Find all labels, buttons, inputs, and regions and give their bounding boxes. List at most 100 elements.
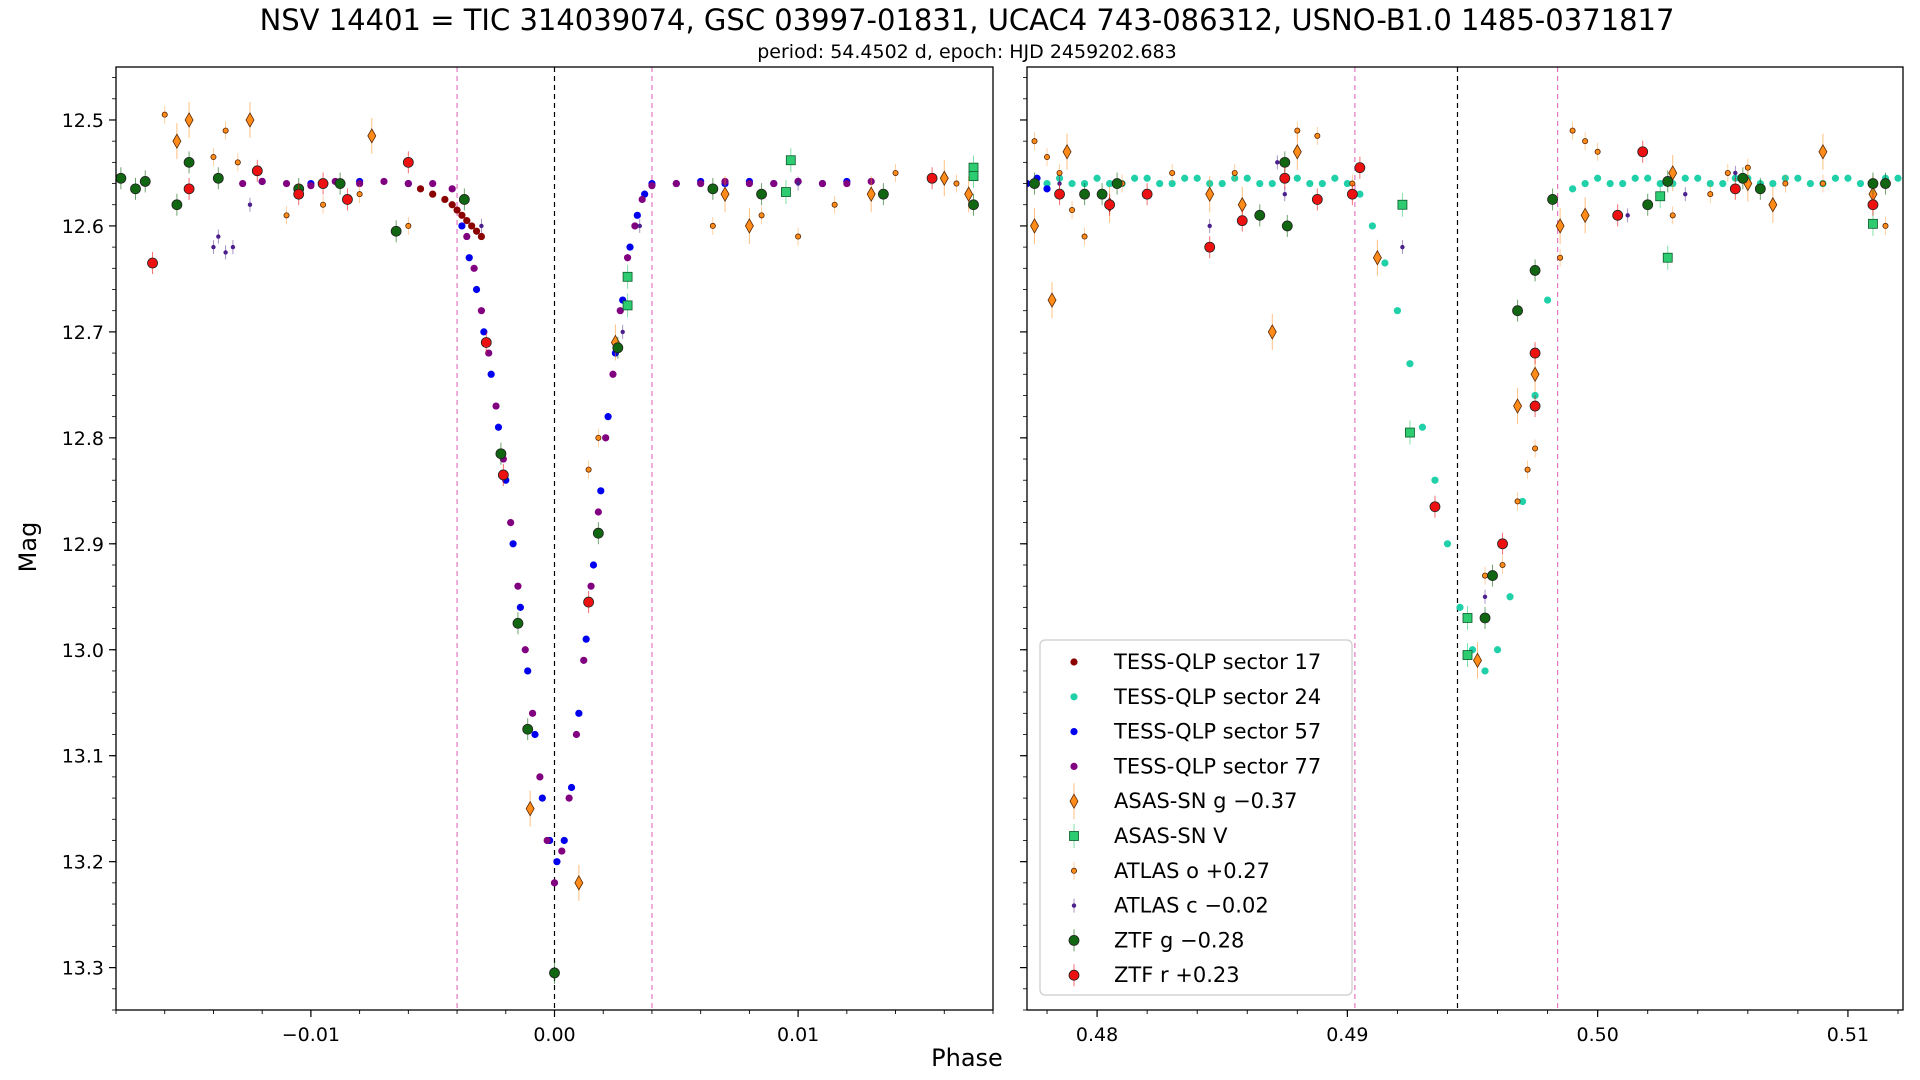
data-point: [1644, 174, 1652, 182]
data-point: [1079, 188, 1090, 200]
data-point: [1530, 366, 1540, 383]
data-point: [1497, 538, 1508, 550]
data-point: [1724, 169, 1731, 176]
data-point: [1343, 179, 1351, 188]
data-point: [549, 967, 560, 979]
data-point: [756, 188, 767, 200]
data-point: [1580, 207, 1590, 224]
data-point: [560, 836, 568, 845]
data-point: [594, 508, 602, 516]
data-point: [531, 730, 539, 739]
data-point: [458, 222, 466, 230]
data-point: [1405, 427, 1415, 438]
data-point: [622, 300, 633, 311]
data-point: [745, 179, 753, 188]
data-point: [1393, 307, 1402, 315]
data-point: [1867, 178, 1879, 189]
x-tick-label: 0.00: [533, 1024, 575, 1046]
data-point: [1168, 179, 1176, 188]
data-point: [672, 179, 680, 188]
data-point: [509, 540, 517, 548]
data-point: [795, 233, 802, 240]
data-point: [1706, 179, 1714, 188]
data-point: [429, 190, 437, 198]
data-point: [964, 186, 974, 202]
data-point: [448, 201, 456, 209]
data-point: [968, 171, 979, 182]
data-point: [866, 186, 876, 202]
data-point: [1594, 148, 1601, 155]
legend-marker: [1070, 693, 1078, 701]
data-point: [1431, 476, 1439, 484]
data-point: [1193, 174, 1201, 182]
data-point: [293, 188, 305, 200]
data-point: [317, 178, 329, 189]
data-point: [139, 176, 151, 187]
data-point: [479, 223, 484, 229]
data-point: [602, 434, 610, 442]
data-point: [877, 188, 889, 200]
data-point: [1744, 164, 1751, 171]
data-point: [516, 603, 524, 611]
data-point: [495, 448, 507, 460]
data-point: [1054, 188, 1065, 200]
data-point: [1294, 127, 1301, 134]
data-point: [582, 635, 590, 643]
data-point: [477, 232, 486, 241]
data-point: [1292, 143, 1302, 160]
data-point: [147, 257, 158, 269]
data-point: [487, 370, 495, 378]
data-point: [1156, 179, 1164, 188]
data-point: [470, 264, 478, 272]
legend-entry: ASAS-SN g −0.37: [1114, 789, 1297, 813]
data-point: [1400, 244, 1405, 250]
data-point: [1044, 154, 1051, 161]
data-point: [1512, 305, 1523, 317]
data-point: [367, 128, 377, 144]
data-point: [1524, 466, 1531, 473]
legend-entry: TESS-QLP sector 77: [1113, 754, 1321, 778]
data-point: [463, 217, 471, 225]
data-point: [1529, 347, 1541, 359]
data-point: [183, 156, 195, 168]
data-point: [468, 222, 476, 230]
data-point: [441, 195, 449, 204]
data-point: [1473, 652, 1482, 669]
data-point: [212, 172, 224, 184]
data-point: [472, 285, 481, 294]
data-point: [1068, 179, 1076, 188]
data-point: [892, 169, 899, 176]
data-point: [448, 185, 456, 193]
legend-entry: ZTF g −0.28: [1114, 928, 1244, 952]
y-tick-label: 13.0: [62, 640, 104, 662]
data-point: [234, 159, 241, 166]
legend-entry: ZTF r +0.23: [1114, 963, 1240, 987]
data-point: [1867, 199, 1879, 211]
data-point: [1818, 143, 1828, 160]
data-point: [492, 402, 500, 410]
data-point: [458, 194, 470, 205]
data-point: [1518, 497, 1527, 506]
data-point: [334, 178, 346, 189]
data-point: [781, 187, 791, 197]
data-point: [597, 487, 605, 495]
data-point: [453, 206, 461, 214]
data-point: [356, 179, 364, 188]
data-point: [524, 667, 532, 675]
data-point: [528, 709, 537, 717]
data-point: [1397, 199, 1408, 210]
data-point: [184, 112, 194, 128]
y-tick-label: 12.5: [62, 110, 104, 132]
y-tick-label: 12.9: [62, 534, 104, 556]
data-point: [1456, 603, 1464, 611]
data-point: [1069, 207, 1076, 214]
data-point: [1707, 191, 1714, 198]
x-tick-label: −0.01: [282, 1024, 340, 1046]
data-point: [565, 794, 573, 802]
data-point: [497, 469, 509, 481]
data-point: [477, 307, 486, 315]
chart-title: NSV 14401 = TIC 314039074, GSC 03997-018…: [260, 3, 1675, 37]
legend-entry: ASAS-SN V: [1114, 824, 1228, 848]
data-point: [1656, 179, 1664, 188]
